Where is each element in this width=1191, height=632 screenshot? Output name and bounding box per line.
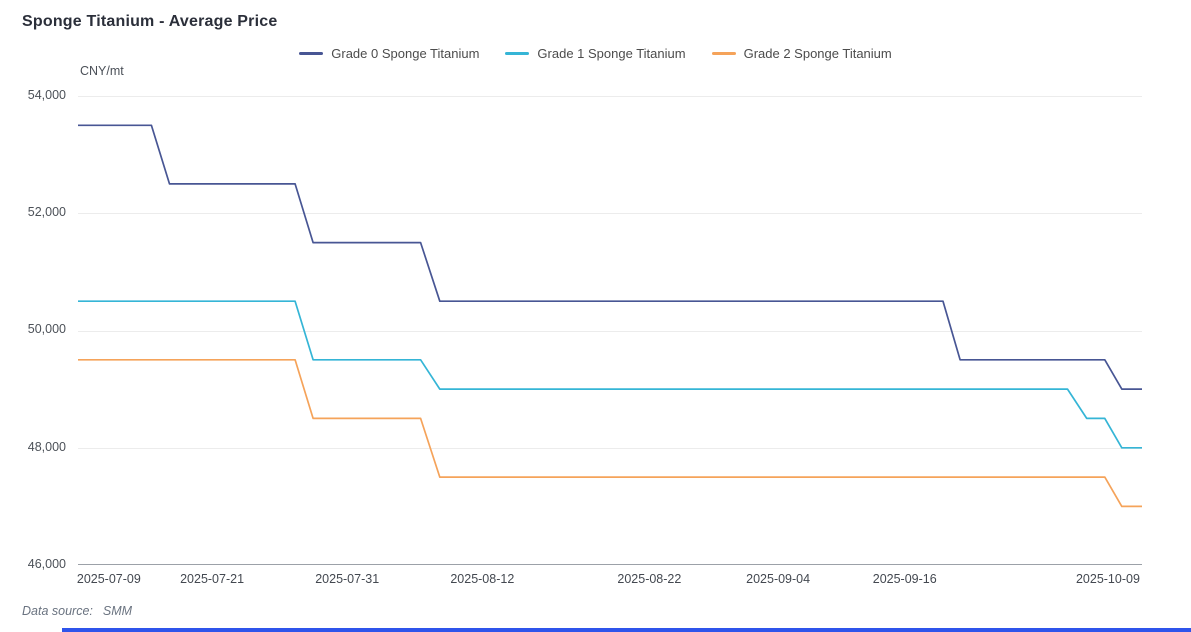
page-title: Sponge Titanium - Average Price xyxy=(22,13,278,30)
x-axis-line xyxy=(78,564,1142,565)
y-tick-label: 54,000 xyxy=(27,88,66,102)
x-tick-label: 2025-07-31 xyxy=(315,572,380,586)
y-tick-label: 46,000 xyxy=(27,557,66,571)
x-tick-label: 2025-08-22 xyxy=(617,572,682,586)
legend-item-label: Grade 2 Sponge Titanium xyxy=(743,45,892,61)
plot-lines xyxy=(78,124,1142,508)
gridline xyxy=(78,213,1142,215)
legend: Grade 0 Sponge Titanium Grade 1 Sponge T… xyxy=(0,45,1191,61)
bottom-scrollbar[interactable] xyxy=(62,628,1191,632)
line-swatch-icon xyxy=(299,51,324,55)
x-tick-label: 2025-07-21 xyxy=(180,572,245,586)
y-axis-unit-label: CNY/mt xyxy=(80,64,124,78)
gridline xyxy=(78,330,1142,332)
x-tick-label: 2025-09-04 xyxy=(746,572,811,586)
legend-item-label: Grade 0 Sponge Titanium xyxy=(331,45,480,61)
legend-item-grade-0[interactable]: Grade 0 Sponge Titanium xyxy=(299,46,479,61)
x-tick-label: 2025-09-16 xyxy=(872,572,937,586)
data-source-label: Data source: xyxy=(22,604,93,618)
legend-item-grade-1[interactable]: Grade 1 Sponge Titanium xyxy=(505,45,686,61)
x-tick-label: 2025-10-09 xyxy=(1075,572,1140,586)
data-source-value: SMM xyxy=(102,604,133,618)
series-line-0[interactable] xyxy=(78,124,1142,390)
gridline xyxy=(78,96,1142,97)
series-line-2[interactable] xyxy=(78,358,1142,508)
x-tick-label: 2025-08-12 xyxy=(450,572,515,586)
legend-item-grade-2[interactable]: Grade 2 Sponge Titanium xyxy=(711,45,892,61)
data-source-note: Data source: SMM xyxy=(22,604,132,618)
legend-item-label: Grade 1 Sponge Titanium xyxy=(537,45,686,61)
line-swatch-icon xyxy=(505,51,530,55)
line-swatch-icon xyxy=(711,51,736,55)
y-tick-label: 52,000 xyxy=(27,205,66,219)
y-tick-label: 50,000 xyxy=(27,322,66,336)
series-line-1[interactable] xyxy=(78,300,1142,449)
y-tick-label: 48,000 xyxy=(27,440,66,454)
x-tick-label: 2025-07-09 xyxy=(76,572,141,586)
plot-area[interactable] xyxy=(78,96,1142,565)
gridline xyxy=(78,447,1142,449)
